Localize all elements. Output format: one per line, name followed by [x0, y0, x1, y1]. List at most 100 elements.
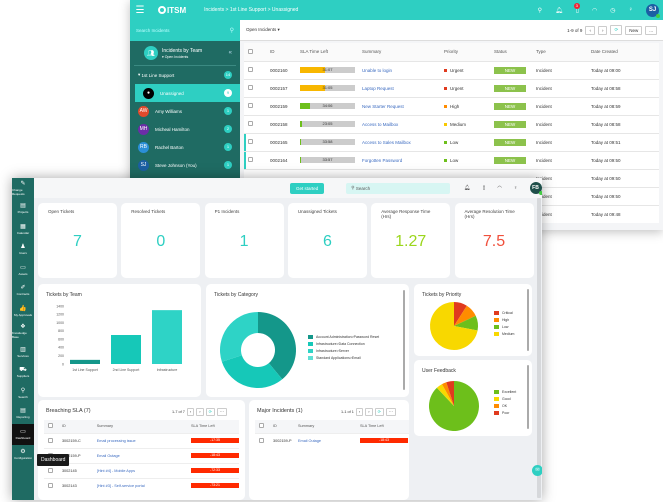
nav-item-calendar[interactable]: ▦ Calendar	[16, 223, 30, 235]
summary-link[interactable]: Email Outage	[294, 432, 356, 448]
nav-item-search[interactable]: ⚲ Search	[18, 387, 28, 399]
table-row[interactable]: 0002157 31:05 Laptop Request Urgent NEW Incid…	[244, 78, 659, 97]
legend-item[interactable]: Poor	[494, 411, 516, 415]
scrollbar[interactable]	[403, 290, 405, 390]
search-input[interactable]: ⚲ Search	[346, 182, 451, 194]
incident-search-input[interactable]: Search Incidents ⚲	[130, 20, 240, 41]
search-icon[interactable]: ⚲	[229, 28, 234, 34]
prev-page-button[interactable]: ‹	[186, 408, 195, 416]
bell-icon[interactable]: 🔔︎	[464, 185, 471, 191]
row-checkbox[interactable]	[248, 103, 253, 108]
legend-item[interactable]: Critical	[494, 311, 514, 315]
refresh-button[interactable]: ⟳	[205, 408, 215, 416]
legend-item[interactable]: OK	[494, 404, 516, 408]
nav-item-dashboard[interactable]: ▭ Dashboard	[12, 424, 34, 445]
table-row[interactable]: 0002158 23:05 Access to Mailbox Medium NEW In…	[244, 114, 659, 133]
select-all-checkbox[interactable]	[48, 423, 53, 429]
hamburger-menu-icon[interactable]: ☰	[135, 4, 145, 16]
next-page-button[interactable]: ›	[365, 408, 373, 416]
breadcrumb[interactable]: Incidents > 1st Line Support > Unassigne…	[204, 7, 299, 13]
view-selector[interactable]: Open Incidents ▾	[246, 27, 280, 32]
table-row[interactable]: 0002165 33:58 Access to Sales Mailbox Low NE…	[244, 132, 659, 151]
search-icon[interactable]: ⚲	[537, 7, 543, 14]
legend-item[interactable]: Low	[494, 325, 514, 329]
table-row[interactable]: 0002160 31:07 Unable to login Urgent NEW Inci…	[244, 60, 659, 79]
clock-icon[interactable]: ◷	[610, 7, 616, 14]
row-checkbox[interactable]	[248, 139, 253, 144]
table-row[interactable]: 3002145 [Hint #4] - Mobile Apps -72:33	[44, 462, 239, 478]
table-row[interactable]: 0002159 34:06 New Starter Request High NEW In…	[244, 96, 659, 115]
kpi-card[interactable]: P1 Incidents 1	[204, 203, 284, 278]
clipboard-icon[interactable]: ▯	[482, 185, 486, 191]
nav-item-suppliers[interactable]: ⛟ Suppliers	[16, 367, 30, 379]
nav-item-knowledge-base[interactable]: ❖ Knowledge Base	[12, 324, 27, 340]
row-checkbox[interactable]	[259, 437, 264, 443]
legend-item[interactable]: Infrastructure>Data Connection	[308, 342, 379, 346]
legend-item[interactable]: Good	[494, 397, 516, 401]
row-checkbox[interactable]	[248, 67, 253, 72]
lightbulb-icon[interactable]: ♀	[513, 185, 518, 191]
legend-item[interactable]: High	[494, 318, 514, 322]
table-row[interactable]: 3002159-P Email Outage -18:43	[255, 432, 409, 448]
summary-link[interactable]: Email Outage	[92, 447, 187, 463]
incident-summary-link[interactable]: Laptop Request	[358, 78, 440, 97]
incident-summary-link[interactable]: Access to Sales Mailbox	[358, 132, 440, 151]
row-checkbox[interactable]	[248, 121, 253, 126]
legend-item[interactable]: Infrastructure>Server	[308, 349, 379, 353]
legend-item[interactable]: Account Administration>Password Reset	[308, 335, 379, 339]
get-started-button[interactable]: Get started	[290, 182, 325, 194]
kpi-card[interactable]: Open Tickets 7	[38, 203, 117, 278]
summary-link[interactable]: [Hint #4] - Mobile Apps	[92, 462, 187, 478]
nav-item-users[interactable]: ♟ Users	[19, 244, 27, 256]
refresh-button[interactable]: ⟳	[610, 25, 623, 35]
table-row[interactable]: 3002159-P Email Outage -18:43	[44, 447, 239, 463]
refresh-button[interactable]: ⟳	[374, 408, 384, 416]
legend-item[interactable]: Medium	[494, 332, 514, 336]
kpi-card[interactable]: Average Response Time (Hrs) 1.27	[371, 203, 451, 278]
nav-item-assets[interactable]: ▭ Assets	[18, 264, 28, 276]
clipboard-icon[interactable]: ▯ 3	[573, 2, 580, 14]
group-1st-line-support[interactable]: ▾ 1st Line Support 14	[138, 71, 232, 79]
legend-item[interactable]: Standard Applications>Email	[308, 356, 379, 360]
chat-button[interactable]: ✉	[532, 465, 542, 476]
legend-item[interactable]: Excellent	[494, 390, 516, 394]
select-all-checkbox[interactable]	[259, 423, 264, 429]
summary-link[interactable]: Email processing issue	[92, 432, 187, 448]
nav-item-contracts[interactable]: ✐ Contracts	[16, 285, 30, 297]
row-checkbox[interactable]	[248, 85, 253, 90]
nav-item-reporting[interactable]: ▤ Reporting	[16, 408, 30, 420]
member-micheal-hamilton[interactable]: MH Micheal Hamilton 2	[130, 120, 240, 138]
kpi-card[interactable]: Unassigned Tickets 6	[287, 203, 367, 278]
incident-summary-link[interactable]: Forgotten Password	[358, 150, 440, 169]
table-row[interactable]: 3002143 [Hint #3] - Self-service portal -7…	[44, 477, 239, 493]
filter-label[interactable]: ▾ Open Incidents	[162, 54, 189, 59]
bell-icon[interactable]: 🔔︎	[555, 7, 563, 14]
table-row[interactable]: 3002159-C Email processing issue -17:35	[44, 432, 239, 448]
more-button[interactable]: ...	[645, 25, 657, 35]
rss-icon[interactable]: ◠	[497, 185, 502, 191]
prev-page-button[interactable]: ‹	[355, 408, 364, 416]
row-checkbox[interactable]	[48, 437, 53, 443]
nav-item-my-approvals[interactable]: 👍 My Approvals	[13, 305, 32, 317]
summary-link[interactable]: [Hint #3] - Self-service portal	[92, 477, 187, 493]
next-page-button[interactable]: ›	[196, 408, 204, 416]
more-button[interactable]: ···	[216, 408, 227, 416]
member-steve-johnson[interactable]: SJ Steve Johnson (You) 1	[130, 156, 240, 174]
nav-item-change-requests[interactable]: ✎ Change Requests	[12, 180, 26, 196]
row-checkbox[interactable]	[48, 467, 53, 473]
next-page-button[interactable]: ›	[597, 25, 608, 35]
nav-item-configuration[interactable]: ⚙ Configuration	[14, 449, 32, 461]
user-avatar[interactable]: SJ	[646, 3, 660, 18]
app-logo[interactable]: ITSM	[158, 6, 186, 15]
new-button[interactable]: New	[625, 25, 643, 35]
incident-summary-link[interactable]: Access to Mailbox	[358, 114, 440, 133]
member-unassigned[interactable]: ● Unassigned 9	[135, 84, 240, 102]
incident-summary-link[interactable]: New Starter Request	[358, 96, 440, 115]
lightbulb-icon[interactable]: ♀	[628, 7, 634, 13]
row-checkbox[interactable]	[248, 157, 253, 162]
select-all-checkbox[interactable]	[248, 48, 253, 54]
nav-item-services[interactable]: ▥ Services	[17, 346, 29, 358]
kpi-card[interactable]: Average Resolution Time (Hrs) 7.5	[454, 203, 534, 278]
member-amy-williams[interactable]: AW Amy Williams 1	[130, 102, 240, 120]
more-button[interactable]: ···	[385, 408, 396, 416]
